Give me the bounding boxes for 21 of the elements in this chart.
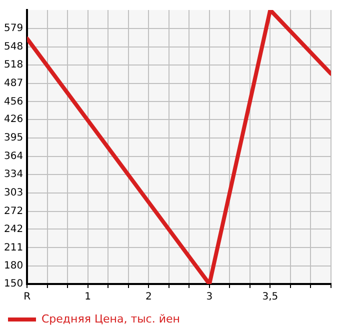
y-tick-label: 242 [4,224,24,235]
y-tick-label: 456 [4,96,24,108]
y-tick-label: 303 [4,187,24,198]
y-tick-label: 518 [4,59,24,70]
x-tick-label: 3,5 [262,292,278,303]
y-tick-label: 548 [4,42,24,53]
legend-label: Средняя Цена, тыс. йен [42,312,180,326]
x-tick-label: 1 [84,292,92,303]
x-tick-label: R [24,292,31,303]
x-tick-label: 3 [206,292,213,303]
y-tick-label: 334 [4,168,24,180]
y-tick-label: 364 [4,151,24,162]
y-tick-label: 180 [4,260,24,272]
y-tick-label: 211 [4,242,24,254]
x-tick-label: 2 [145,292,152,303]
y-tick-label: 395 [4,132,24,144]
y-tick-label: 579 [4,23,24,34]
y-tick-label: 150 [4,278,24,290]
y-tick-label: 487 [4,78,24,89]
y-tick-label: 426 [4,114,24,126]
y-tick-label: 272 [4,206,24,217]
